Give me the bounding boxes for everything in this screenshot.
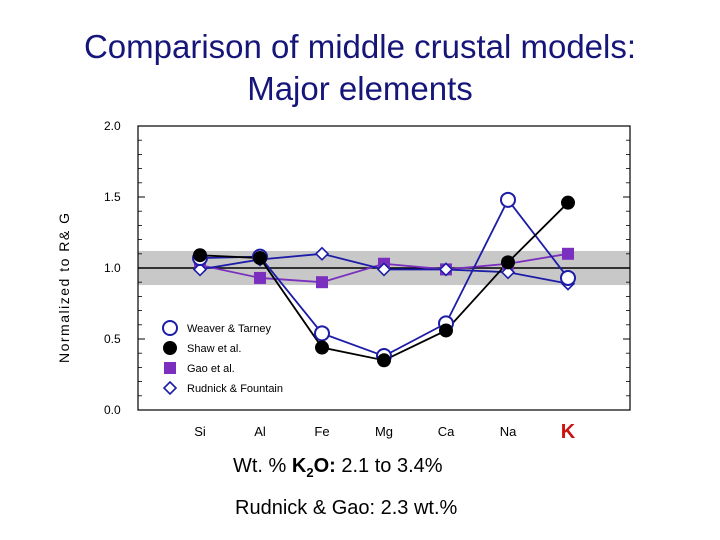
data-point [500, 265, 516, 280]
data-point [376, 262, 392, 277]
legend-label: Weaver & Tarney [187, 323, 271, 335]
data-point [316, 276, 328, 289]
data-point [253, 251, 267, 266]
title-line-1: Comparison of middle crustal models: [83, 28, 637, 65]
data-point [315, 340, 329, 355]
x-tick-label: Si [194, 424, 206, 439]
rudnick-gao-note: Rudnick & Gao: 2.3 wt.% [235, 497, 458, 519]
data-point [501, 255, 515, 270]
data-point [314, 246, 330, 261]
title-line-2: Major elements [247, 70, 473, 107]
data-point [439, 323, 453, 338]
data-point [562, 247, 574, 260]
x-tick-label: Na [500, 424, 517, 439]
legend-label: Shaw et al. [187, 343, 241, 355]
x-tick-label: Al [254, 424, 266, 439]
k2o-note: Wt. % K2O: 2.1 to 3.4% [233, 455, 443, 480]
legend-marker [163, 341, 177, 355]
data-point [561, 195, 575, 210]
data-point [254, 271, 266, 284]
legend-marker [162, 380, 178, 396]
data-point [192, 262, 208, 277]
x-tick-label: K [561, 421, 576, 443]
legend-label: Gao et al. [187, 363, 235, 375]
legend-label: Rudnick & Fountain [187, 383, 283, 395]
y-tick-label: 2.0 [104, 119, 121, 133]
legend-marker [164, 362, 176, 374]
y-tick-label: 0.0 [104, 403, 121, 417]
x-tick-label: Mg [375, 424, 393, 439]
data-point [314, 325, 330, 342]
x-tick-label: Fe [314, 424, 329, 439]
data-point [377, 353, 391, 368]
data-point [560, 269, 576, 286]
data-point [193, 248, 207, 263]
x-tick-label: Ca [438, 424, 455, 439]
y-tick-label: 1.5 [104, 190, 121, 204]
legend-marker [162, 320, 178, 336]
data-point [438, 262, 454, 277]
y-tick-label: 1.0 [104, 261, 121, 275]
data-point [500, 191, 516, 208]
y-tick-label: 0.5 [104, 332, 121, 346]
